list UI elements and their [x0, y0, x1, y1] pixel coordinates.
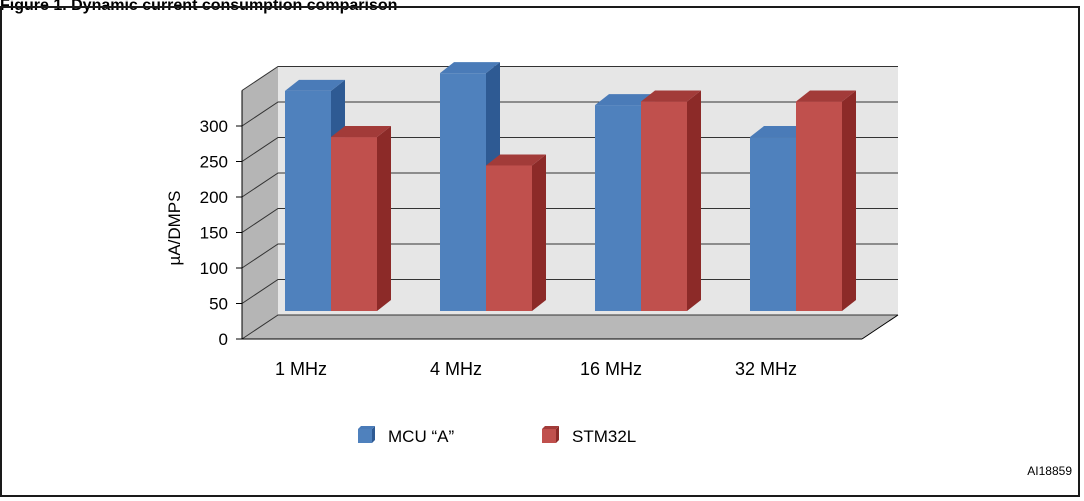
- bar-front: [440, 73, 486, 312]
- legend-label: MCU “A”: [388, 427, 454, 446]
- bar-top: [595, 94, 655, 106]
- bar-side: [687, 90, 701, 311]
- bar-side: [842, 90, 856, 311]
- legend: MCU “A” STM32L: [358, 426, 636, 446]
- y-tick-label: 300: [200, 117, 228, 136]
- legend-swatch: [542, 429, 556, 443]
- bar-top: [750, 126, 810, 138]
- legend-item: MCU “A”: [358, 426, 454, 446]
- gridline: [241, 314, 898, 340]
- y-tick-label: 0: [219, 330, 228, 349]
- x-tick-label: 1 MHz: [275, 359, 327, 379]
- chart-bars: [285, 62, 856, 312]
- legend-swatch-side: [556, 426, 559, 443]
- figure-code: AI18859: [1027, 464, 1072, 478]
- legend-label: STM32L: [572, 427, 636, 446]
- bar-front: [641, 101, 687, 311]
- bar-top: [285, 79, 345, 91]
- bar-series-b: [796, 90, 856, 311]
- x-tick-label: 32 MHz: [735, 359, 797, 379]
- y-tick-label: 100: [200, 259, 228, 278]
- bar-side: [377, 126, 391, 311]
- legend-swatch-top: [358, 426, 375, 429]
- legend-swatch-top: [542, 426, 559, 429]
- figure-frame: [0, 6, 1080, 497]
- side-wall: [242, 66, 278, 339]
- bar-top: [331, 126, 391, 138]
- y-tick-label: 150: [200, 224, 228, 243]
- y-axis: 0 50 100 150 200 250 300: [200, 90, 899, 349]
- y-tick-label: 250: [200, 153, 228, 172]
- gridline: [241, 66, 898, 91]
- bar-front: [750, 137, 796, 311]
- bar-front: [331, 137, 377, 311]
- bar-front: [796, 101, 842, 311]
- y-axis-label: µA/DMPS: [165, 191, 184, 266]
- bar-top: [440, 62, 500, 74]
- legend-item: STM32L: [542, 426, 636, 446]
- bar-front: [486, 165, 532, 311]
- bar-series-b: [331, 126, 391, 311]
- y-tick-label: 200: [200, 188, 228, 207]
- bar-front: [595, 105, 641, 311]
- bar-series-b: [641, 90, 701, 311]
- floor: [242, 315, 898, 339]
- bar-front: [285, 90, 331, 312]
- bar-series-b: [486, 154, 546, 311]
- legend-swatch-side: [372, 426, 375, 443]
- bar-top: [486, 154, 546, 166]
- bar-top: [641, 90, 701, 102]
- bar-side: [532, 154, 546, 311]
- chart-walls: [242, 66, 898, 339]
- legend-swatch: [358, 429, 372, 443]
- x-axis: 1 MHz 4 MHz 16 MHz 32 MHz: [275, 359, 797, 379]
- back-wall: [278, 66, 898, 315]
- x-tick-label: 16 MHz: [580, 359, 642, 379]
- y-tick-label: 50: [209, 295, 228, 314]
- floor-edge: [861, 314, 899, 340]
- x-tick-label: 4 MHz: [430, 359, 482, 379]
- bar-top: [796, 90, 856, 102]
